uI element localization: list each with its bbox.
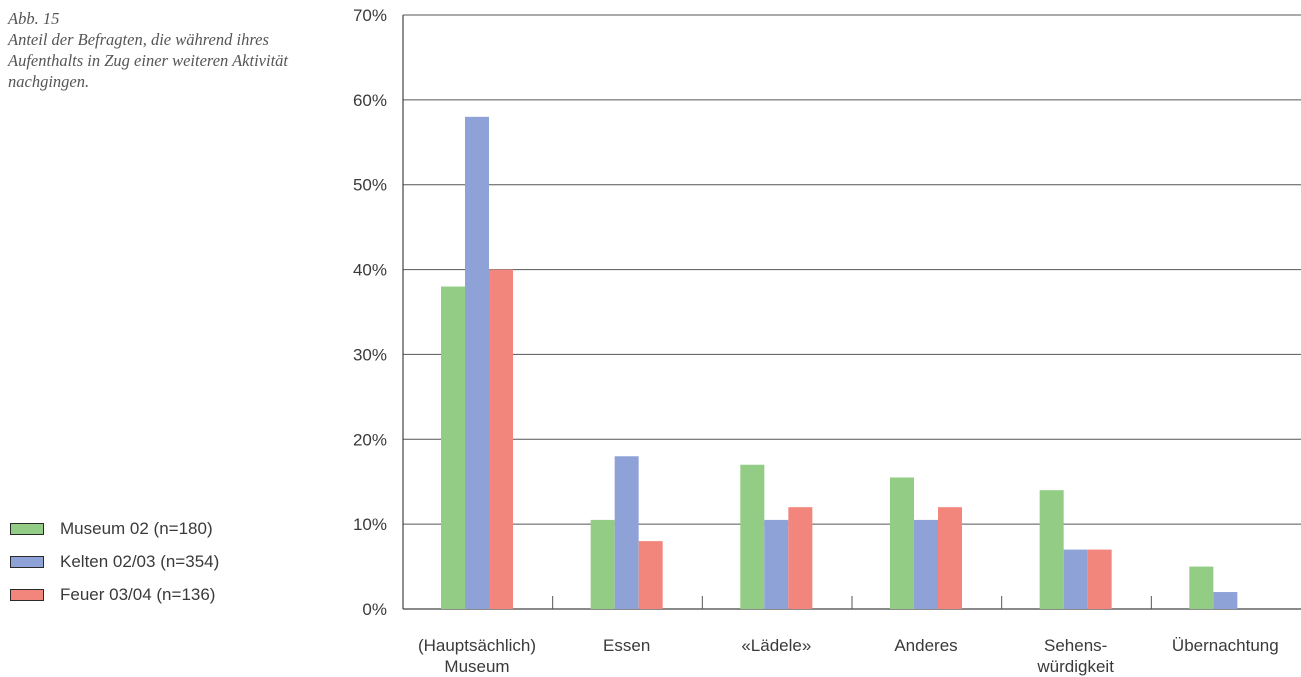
x-tick-label: Essen xyxy=(603,636,650,655)
legend-label-museum: Museum 02 (n=180) xyxy=(60,518,213,538)
bar xyxy=(614,456,639,609)
y-tick-label: 10% xyxy=(353,515,387,534)
bar xyxy=(1213,592,1238,609)
legend-item-museum: Museum 02 (n=180) xyxy=(10,512,219,545)
y-tick-label: 30% xyxy=(353,345,387,364)
legend-item-kelten: Kelten 02/03 (n=354) xyxy=(10,545,219,578)
y-tick-label: 60% xyxy=(353,91,387,110)
x-tick-label: (Hauptsächlich) xyxy=(418,636,536,655)
figure-label: Abb. 15 xyxy=(8,9,60,28)
y-tick-label: 40% xyxy=(353,261,387,280)
figure-description: Anteil der Befragten, die während ihres … xyxy=(8,30,289,91)
x-tick-label: Anderes xyxy=(894,636,957,655)
legend-label-kelten: Kelten 02/03 (n=354) xyxy=(60,551,220,571)
x-tick-label: «Lädele» xyxy=(741,636,811,655)
bar xyxy=(914,519,938,609)
bar xyxy=(441,286,465,609)
bar xyxy=(1063,549,1088,609)
y-tick-label: 0% xyxy=(362,600,387,619)
legend-swatch-kelten xyxy=(10,555,44,568)
bar xyxy=(1189,566,1214,609)
bar xyxy=(890,477,914,609)
bar xyxy=(489,269,513,609)
x-tick-label: Sehens- xyxy=(1044,636,1107,655)
y-tick-label: 50% xyxy=(353,176,387,195)
bar xyxy=(465,116,489,609)
bar xyxy=(1087,549,1112,609)
bar xyxy=(590,519,615,609)
figure-caption: Abb. 15 Anteil der Befragten, die währen… xyxy=(8,8,328,92)
bar xyxy=(1039,490,1064,609)
bar xyxy=(740,464,765,609)
x-tick-label: Übernachtung xyxy=(1172,636,1279,655)
legend-item-feuer: Feuer 03/04 (n=136) xyxy=(10,578,219,611)
bar xyxy=(638,541,663,609)
y-tick-label: 70% xyxy=(353,6,387,25)
legend-swatch-feuer xyxy=(10,588,44,601)
y-tick-label: 20% xyxy=(353,430,387,449)
legend-swatch-museum xyxy=(10,522,44,535)
bar xyxy=(938,507,962,609)
legend-label-feuer: Feuer 03/04 (n=136) xyxy=(60,584,216,604)
x-tick-label: würdigkeit xyxy=(1036,657,1114,676)
x-tick-label: Museum xyxy=(444,657,509,676)
chart-legend: Museum 02 (n=180) Kelten 02/03 (n=354) F… xyxy=(10,512,219,611)
bar xyxy=(764,519,789,609)
bar xyxy=(788,507,813,609)
